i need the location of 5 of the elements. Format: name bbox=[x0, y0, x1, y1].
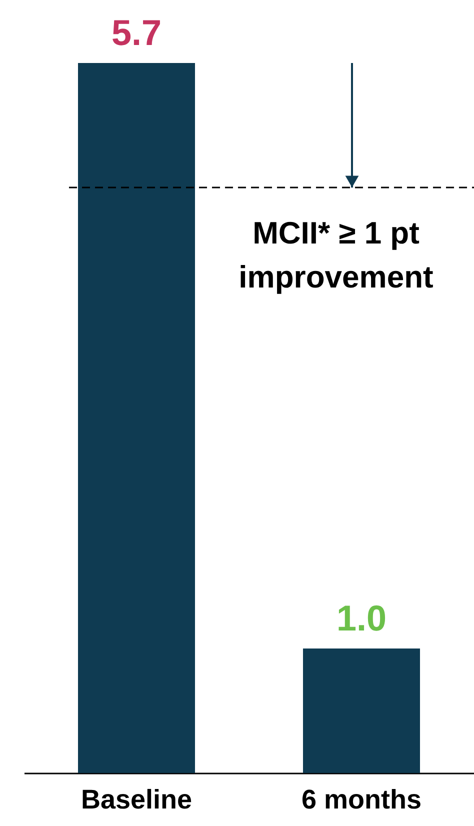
annotation: MCII* ≥ 1 pt improvement bbox=[238, 216, 434, 295]
x-tick-label: Baseline bbox=[80, 784, 192, 814]
data-label: 1.0 bbox=[336, 597, 387, 638]
data-label: 5.7 bbox=[111, 12, 162, 53]
x-tick-label: 6 months bbox=[301, 784, 422, 814]
